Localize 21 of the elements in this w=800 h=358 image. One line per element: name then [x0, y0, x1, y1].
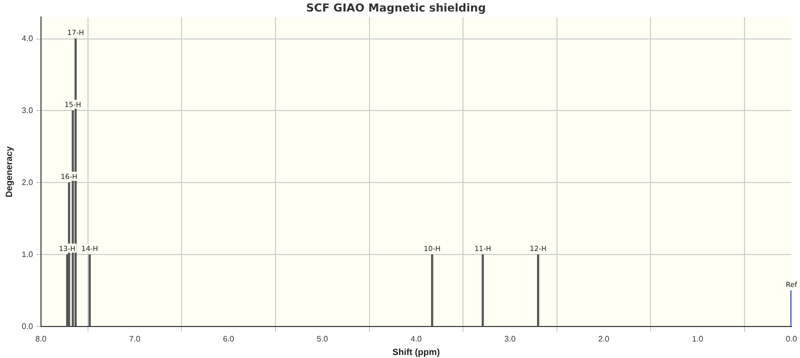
- x-tick-label: 8.0: [35, 334, 48, 344]
- x-tick-label: 3.0: [504, 334, 516, 344]
- y-tick-label: 1.0: [22, 250, 34, 259]
- x-tick-label: 7.0: [129, 334, 141, 344]
- bar: [431, 254, 434, 326]
- x-tick-label: 6.0: [222, 334, 235, 344]
- chart-title: SCF GIAO Magnetic shielding: [306, 1, 486, 14]
- y-axis-title: Degeneracy: [4, 146, 14, 198]
- bar: [482, 254, 484, 326]
- y-tick-label: 4.0: [22, 34, 34, 43]
- x-axis-title: Shift (ppm): [392, 347, 440, 358]
- y-tick-label: 3.0: [22, 106, 34, 115]
- bar: [537, 254, 540, 326]
- x-tick-label: 4.0: [410, 334, 422, 344]
- x-tick-label: 5.0: [316, 334, 328, 344]
- y-tick-label: 0.0: [22, 322, 34, 331]
- bar: [88, 254, 91, 326]
- x-tick-label: 2.0: [598, 334, 610, 344]
- y-tick-label: 2.0: [22, 178, 34, 187]
- x-tick-label: 0.0: [786, 334, 798, 344]
- x-tick-label: 1.0: [692, 334, 704, 344]
